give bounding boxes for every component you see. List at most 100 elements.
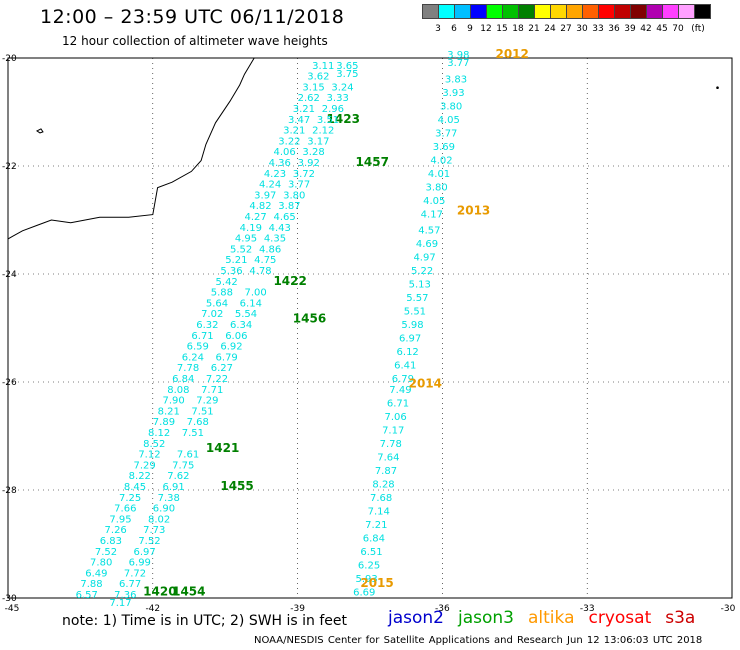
wave-height-label: 7.25 — [119, 493, 141, 504]
wave-height-label: 4.27 — [245, 212, 267, 223]
wave-height-label: 3.72 — [293, 169, 315, 180]
wave-height-label: 7.89 — [153, 417, 175, 428]
x-tick-label: -39 — [290, 604, 305, 614]
wave-height-label: 4.19 — [240, 223, 262, 234]
wave-height-label: 3.97 — [254, 190, 276, 201]
wave-height-label: 6.97 — [133, 547, 155, 558]
y-tick-label: -30 — [2, 594, 17, 604]
wave-height-label: 8.12 — [148, 428, 170, 439]
pass-time-label: 2013 — [457, 204, 490, 218]
page-subtitle: 12 hour collection of altimeter wave hei… — [62, 34, 328, 48]
color-scale-swatch — [694, 4, 711, 19]
wave-height-label: 4.97 — [413, 253, 435, 264]
satellite-legend-cryosat: cryosat — [588, 608, 652, 628]
wave-height-label: 3.62 — [307, 72, 329, 83]
wave-height-label: 7.71 — [201, 385, 223, 396]
wave-height-label: 6.49 — [85, 568, 107, 579]
wave-height-label: 6.41 — [394, 361, 416, 372]
wave-height-label: 4.17 — [421, 209, 443, 220]
color-scale-swatches — [422, 4, 711, 23]
wave-height-label: 3.80 — [283, 190, 305, 201]
wave-height-label: 6.71 — [191, 331, 213, 342]
wave-height-label: 6.12 — [397, 347, 419, 358]
wave-height-label: 4.24 — [259, 180, 281, 191]
wave-height-label: 3.17 — [307, 136, 329, 147]
wave-height-label: 6.79 — [216, 352, 238, 363]
wave-height-label: 6.83 — [100, 536, 122, 547]
wave-height-label: 5.64 — [206, 298, 228, 309]
wave-height-label: 7.26 — [105, 525, 127, 536]
y-tick-label: -26 — [2, 378, 17, 388]
wave-height-label: 4.78 — [249, 266, 271, 277]
wave-height-label: 4.35 — [264, 234, 286, 245]
wave-height-label: 7.75 — [172, 460, 194, 471]
wave-height-label: 3.77 — [447, 58, 469, 69]
wave-height-label: 6.06 — [225, 331, 247, 342]
wave-height-label: 7.22 — [206, 374, 228, 385]
wave-height-label: 6.51 — [360, 547, 382, 558]
color-scale-label: (ft) — [691, 24, 705, 34]
wave-height-label: 5.93 — [356, 574, 378, 585]
color-scale-label: 12 — [480, 24, 492, 34]
wave-height-label: 2.12 — [312, 126, 334, 137]
wave-height-label: 4.65 — [273, 212, 295, 223]
pass-time-label: 1420 — [143, 584, 176, 598]
y-tick-label: -20 — [2, 54, 17, 64]
wave-height-label: 7.78 — [177, 363, 199, 374]
wave-height-label: 6.99 — [129, 558, 151, 569]
island-dot — [716, 86, 719, 89]
color-scale-label: 30 — [576, 24, 588, 34]
color-scale-label: 18 — [512, 24, 524, 34]
satellite-legend-jason3: jason3 — [458, 608, 514, 628]
pass-time-label: 1422 — [273, 274, 306, 288]
wave-height-label: 4.75 — [254, 255, 276, 266]
wave-height-label: 4.02 — [430, 155, 452, 166]
wave-height-label: 7.14 — [368, 506, 390, 517]
wave-height-label: 2.62 — [298, 93, 320, 104]
wave-height-label: 8.22 — [129, 471, 151, 482]
wave-height-label: 7.51 — [182, 428, 204, 439]
wave-height-label: 3.28 — [302, 147, 324, 158]
wave-height-label: 5.88 — [211, 288, 233, 299]
wave-height-label: 3.69 — [433, 142, 455, 153]
wave-height-label: 3.77 — [288, 180, 310, 191]
wave-height-label: 5.52 — [230, 244, 252, 255]
pass-time-label: 2015 — [360, 576, 393, 590]
wave-height-label: 3.51 — [317, 115, 339, 126]
wave-height-label: 7.68 — [370, 493, 392, 504]
color-scale-label: 33 — [592, 24, 604, 34]
wave-height-label: 4.05 — [438, 115, 460, 126]
wave-height-label: 2.96 — [322, 104, 344, 115]
wave-height-label: 6.79 — [392, 374, 414, 385]
color-scale-label: 6 — [451, 24, 457, 34]
wave-height-label: 8.02 — [148, 514, 170, 525]
x-tick-label: -36 — [435, 604, 450, 614]
wave-height-label: 7.17 — [109, 598, 131, 609]
wave-height-label: 7.95 — [109, 514, 131, 525]
island-outline — [35, 128, 44, 134]
wave-height-label: 3.80 — [440, 101, 462, 112]
wave-height-label: 6.27 — [211, 363, 233, 374]
wave-height-label: 5.54 — [235, 309, 257, 320]
y-tick-label: -28 — [2, 486, 17, 496]
wave-height-label: 7.80 — [90, 558, 112, 569]
wave-height-label: 4.36 — [269, 158, 291, 169]
wave-height-label: 7.51 — [191, 406, 213, 417]
wave-height-label: 6.59 — [187, 342, 209, 353]
wave-height-label: 7.06 — [384, 412, 406, 423]
wave-height-label: 3.21 — [293, 104, 315, 115]
color-scale-label: 70 — [672, 24, 684, 34]
wave-height-label: 6.91 — [162, 482, 184, 493]
wave-height-label: 7.64 — [377, 452, 399, 463]
satellite-legend-altika: altika — [528, 608, 575, 628]
color-scale-label: 45 — [656, 24, 668, 34]
pass-time-label: 2014 — [409, 376, 442, 390]
color-scale-label: 36 — [608, 24, 620, 34]
y-tick-label: -22 — [2, 162, 17, 172]
wave-height-label: 7.52 — [138, 536, 160, 547]
wave-height-label: 6.71 — [387, 398, 409, 409]
wave-height-label: 6.25 — [358, 560, 380, 571]
wave-height-label: 7.02 — [201, 309, 223, 320]
color-scale-label: 39 — [624, 24, 636, 34]
satellite-legend: jason2 jason3 altika cryosat s3a — [388, 608, 709, 628]
